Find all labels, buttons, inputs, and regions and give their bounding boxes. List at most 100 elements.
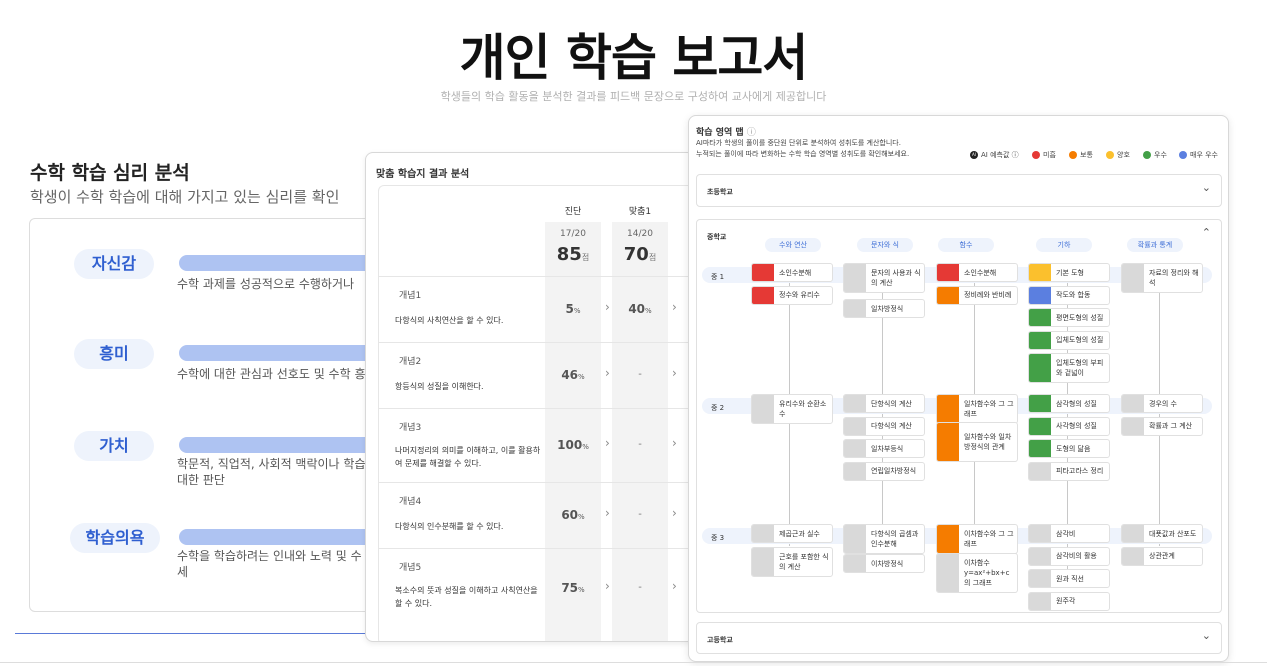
map-node[interactable]: 상관관계	[1121, 546, 1203, 566]
map-node[interactable]: 일차방정식	[843, 299, 925, 318]
map-node[interactable]: 단항식의 계산	[843, 394, 925, 413]
level-swatch	[844, 440, 866, 457]
column-custom1	[612, 222, 668, 641]
map-node[interactable]: 대푯값과 산포도	[1121, 524, 1203, 543]
map-desc-line: AI마타가 학생의 풀이를 중단원 단위로 분석하여 성취도를 계산합니다.	[696, 139, 901, 147]
concept-name: 개념3	[399, 423, 422, 433]
row-divider	[379, 408, 694, 409]
node-label: 삼각형의 성질	[1056, 399, 1097, 408]
concept-text: 나머지정리의 의미를 이해하고, 이를 활용하여 문제를 해결할 수 있다.	[395, 446, 541, 468]
map-node[interactable]: 이차방정식	[843, 554, 925, 574]
map-node[interactable]: 삼각비	[1028, 524, 1110, 543]
map-node[interactable]: 다항식의 계산	[843, 416, 925, 436]
level-swatch	[1029, 309, 1051, 326]
map-desc-line: 누적되는 풀이에 따라 변화하는 수학 학습 영역별 성취도를 확인해보세요.	[696, 150, 910, 158]
map-node[interactable]: 확률과 그 계산	[1121, 416, 1203, 436]
level-swatch	[1029, 440, 1051, 457]
node-label: 일차부등식	[871, 444, 904, 453]
score-value: 85	[556, 244, 582, 265]
psych-desc: 학문적, 직업적, 사회적 맥락이나 학습 대한 판단	[177, 457, 365, 487]
map-node[interactable]: 유리수와 순환소수	[751, 394, 833, 424]
map-node[interactable]: 일차함수와 일차방정식의 관계	[936, 422, 1018, 463]
map-node[interactable]: 평면도형의 성질	[1028, 308, 1110, 327]
chevron-right-icon[interactable]: ›	[672, 579, 677, 593]
column-fraction: 14/20	[627, 229, 653, 239]
psych-desc: 수학에 대한 관심과 선호도 및 수학 흥	[177, 367, 365, 381]
map-node[interactable]: 삼각형의 성질	[1028, 394, 1110, 413]
map-node[interactable]: 자료의 정리와 해석	[1121, 263, 1203, 293]
info-icon[interactable]: ⓘ	[746, 128, 756, 138]
level-swatch	[1029, 331, 1051, 349]
map-node[interactable]: 일차함수와 그 그래프	[936, 394, 1018, 424]
map-node[interactable]: 정수와 유리수	[751, 285, 833, 305]
node-label: 대푯값과 산포도	[1149, 529, 1197, 538]
map-node[interactable]: 경우의 수	[1121, 394, 1203, 413]
map-node[interactable]: 원주각	[1028, 591, 1110, 611]
map-node[interactable]: 피타고라스 정리	[1028, 461, 1110, 481]
legend-item: 보통	[1069, 150, 1093, 160]
level-swatch	[937, 525, 959, 553]
section-high[interactable]: 고등학교 ⌄	[696, 622, 1222, 654]
column-header: 진단	[564, 207, 582, 217]
node-label: 단항식의 계산	[871, 399, 912, 408]
map-node[interactable]: 도형의 닮음	[1028, 439, 1110, 458]
concept-text: 다항식의 사칙연산을 할 수 있다.	[395, 316, 504, 325]
chevron-right-icon[interactable]: ›	[605, 436, 610, 450]
psych-bar	[179, 437, 365, 453]
map-node[interactable]: 소인수분해	[751, 263, 833, 282]
level-swatch	[937, 423, 959, 462]
chevron-right-icon[interactable]: ›	[672, 366, 677, 380]
row-divider	[379, 482, 694, 483]
level-swatch	[937, 264, 959, 281]
map-node[interactable]: 제곱근과 실수	[751, 524, 833, 543]
chevron-down-icon[interactable]: ⌄	[1201, 181, 1211, 194]
map-node[interactable]: 문자의 사용과 식의 계산	[843, 263, 925, 293]
node-label: 평면도형의 성질	[1056, 313, 1104, 322]
map-node[interactable]: 사각형의 성질	[1028, 416, 1110, 436]
column-score: 70점	[610, 244, 670, 265]
map-node[interactable]: 연립일차방정식	[843, 461, 925, 481]
level-swatch	[1122, 417, 1144, 435]
chevron-right-icon[interactable]: ›	[672, 300, 677, 314]
legend-label: 우수	[1154, 151, 1167, 159]
legend-item: 양호	[1106, 150, 1130, 160]
chevron-right-icon[interactable]: ›	[605, 366, 610, 380]
map-node[interactable]: 정비례와 반비례	[936, 285, 1018, 305]
chevron-right-icon[interactable]: ›	[605, 506, 610, 520]
chevron-down-icon[interactable]: ⌄	[1201, 629, 1211, 642]
map-node[interactable]: 입체도형의 성질	[1028, 330, 1110, 350]
chevron-right-icon[interactable]: ›	[605, 300, 610, 314]
grade-label: 중 1	[711, 273, 725, 281]
level-swatch	[844, 525, 866, 553]
section-elementary[interactable]: 초등학교 ⌄	[696, 174, 1222, 207]
map-node[interactable]: 다항식의 곱셈과 인수분해	[843, 524, 925, 554]
map-node[interactable]: 원과 직선	[1028, 569, 1110, 588]
chevron-right-icon[interactable]: ›	[605, 579, 610, 593]
chevron-right-icon[interactable]: ›	[672, 506, 677, 520]
psych-bar	[179, 345, 365, 361]
concept-row: 개념3 나머지정리의 의미를 이해하고, 이를 활용하여 문제를 해결할 수 있다…	[379, 408, 694, 482]
value-number: 5	[565, 302, 574, 316]
psych-analysis-card: 수학 학습 심리 분석 학생이 수학 학습에 대해 가지고 있는 심리를 확인 …	[15, 148, 365, 634]
map-node[interactable]: 작도와 합동	[1028, 285, 1110, 305]
map-node[interactable]: 삼각비의 활용	[1028, 546, 1110, 566]
map-node[interactable]: 일차부등식	[843, 439, 925, 458]
map-node[interactable]: 기본 도형	[1028, 263, 1110, 282]
map-node[interactable]: 이차함수 y=ax²+bx+c 의 그래프	[936, 553, 1018, 594]
node-label: 기본 도형	[1056, 268, 1084, 277]
level-swatch	[844, 555, 866, 573]
node-label: 삼각비	[1056, 529, 1076, 538]
map-node[interactable]: 입체도형의 부피와 겉넓이	[1028, 353, 1110, 383]
map-node[interactable]: 근호를 포함한 식의 계산	[751, 546, 833, 577]
map-node[interactable]: 소인수분해	[936, 263, 1018, 282]
level-swatch	[1029, 570, 1051, 587]
page-title: 개인 학습 보고서	[459, 29, 809, 87]
level-swatch	[937, 286, 959, 304]
chevron-up-icon[interactable]: ⌃	[1201, 226, 1211, 239]
level-swatch	[1029, 286, 1051, 304]
chevron-right-icon[interactable]: ›	[672, 436, 677, 450]
map-node[interactable]: 이차함수와 그 그래프	[936, 524, 1018, 554]
legend-dot-icon	[1106, 151, 1114, 159]
psych-subtitle: 학생이 수학 학습에 대해 가지고 있는 심리를 확인	[30, 188, 340, 206]
